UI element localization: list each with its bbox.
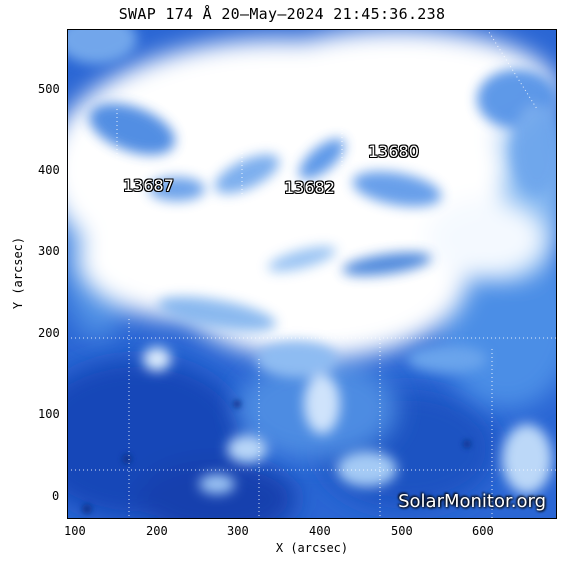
image-title: SWAP 174 Å 20–May–2024 21:45:36.238 [118, 5, 446, 23]
x-tick-label: 400 [309, 524, 331, 538]
solarmonitor-watermark: SolarMonitor.org [398, 491, 546, 512]
y-tick-label: 500 [38, 82, 60, 96]
y-axis-label: Y (arcsec) [11, 236, 25, 310]
solar-image [67, 29, 557, 519]
x-tick-label: 600 [472, 524, 494, 538]
region-label-13682: 13682 [284, 178, 335, 197]
y-tick-label: 0 [52, 489, 60, 503]
x-tick-label: 500 [391, 524, 413, 538]
x-axis-label: X (arcsec) [275, 541, 349, 555]
x-tick-label: 200 [146, 524, 168, 538]
x-tick-label: 100 [64, 524, 86, 538]
region-label-13687: 13687 [123, 176, 174, 195]
y-tick-label: 100 [38, 407, 60, 421]
x-tick-label: 300 [227, 524, 249, 538]
y-tick-label: 200 [38, 326, 60, 340]
y-tick-label: 400 [38, 163, 60, 177]
region-label-13680: 13680 [368, 142, 419, 161]
y-tick-label: 300 [38, 244, 60, 258]
